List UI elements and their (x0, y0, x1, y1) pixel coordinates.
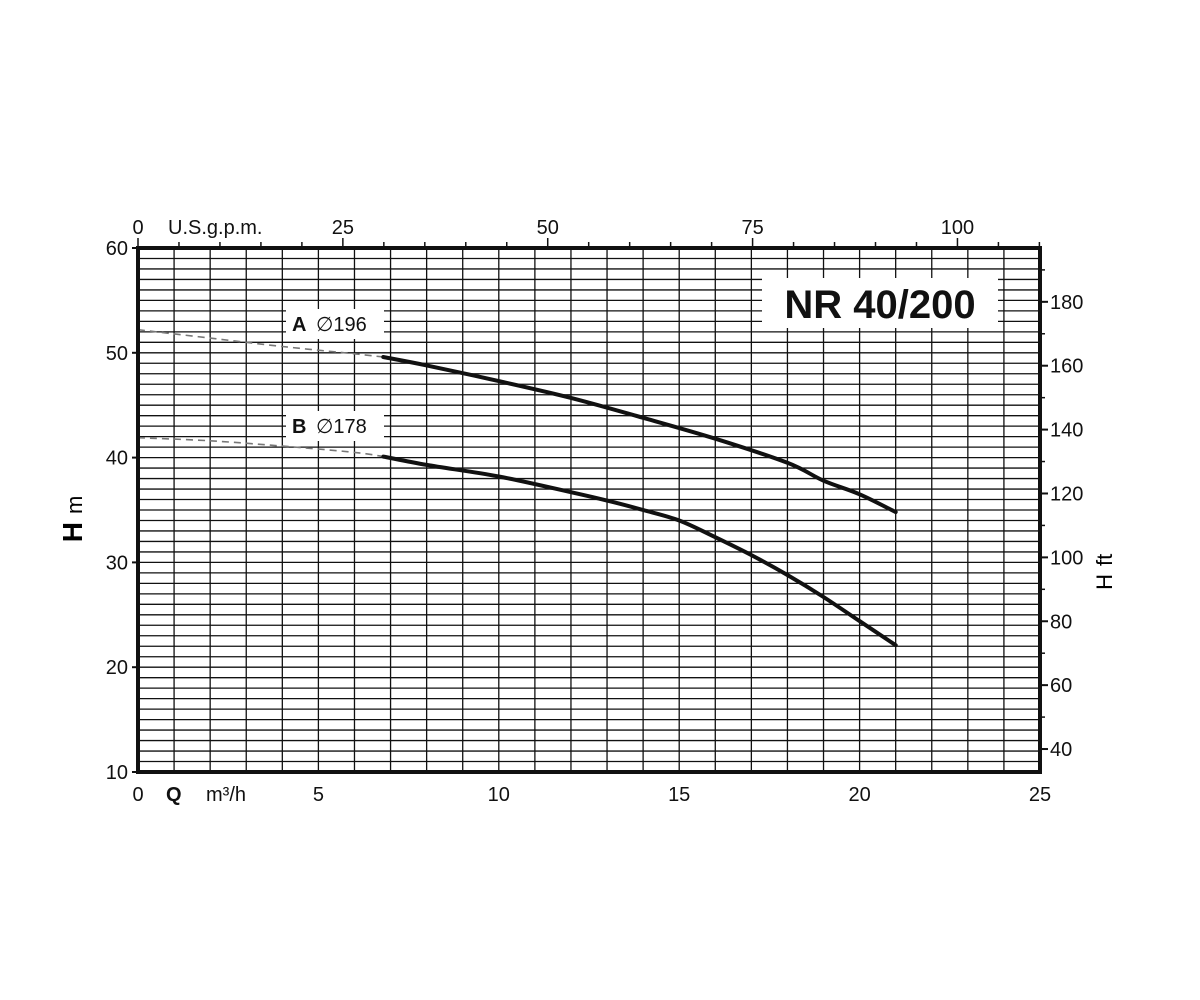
label-a-bg (286, 309, 384, 339)
series-b-extrapolated-line (137, 436, 384, 458)
series-b-diameter: ∅178 (316, 416, 367, 438)
x2-tick-label: 100 (941, 217, 974, 239)
x-tick-label: 15 (668, 784, 690, 806)
y2-tick-label: 40 (1050, 739, 1072, 761)
series-a-extrapolated-line (137, 328, 384, 358)
x-axis-symbol: Q (166, 784, 182, 806)
x-tick-label: 5 (313, 784, 324, 806)
x-tick-label: 10 (488, 784, 510, 806)
x2-axis-unit: U.S.g.p.m. (168, 217, 262, 239)
x-tick-label: 20 (848, 784, 870, 806)
y2-axis-unit: ft (1092, 554, 1117, 566)
series-a-diameter: ∅196 (316, 314, 367, 336)
y2-axis-title: H ft (1092, 554, 1117, 590)
y2-tick-label: 60 (1050, 675, 1072, 697)
y-tick-label: 40 (106, 448, 128, 470)
y-tick-label: 20 (106, 657, 128, 679)
series-b-line (381, 454, 898, 648)
label-b-bg (286, 411, 384, 441)
x-tick-label: 25 (1029, 784, 1051, 806)
y-axis-title: H m (57, 496, 88, 543)
y-tick-label: 60 (106, 238, 128, 260)
series-a-line (381, 355, 898, 515)
x-tick-label: 0 (132, 784, 143, 806)
y-tick-label: 30 (106, 552, 128, 574)
x2-tick-label: 75 (741, 217, 763, 239)
y2-tick-label: 140 (1050, 420, 1083, 442)
series-b-label: B (292, 416, 306, 438)
y2-tick-label: 180 (1050, 292, 1083, 314)
y-axis-unit: m (62, 496, 87, 514)
series-a-label: A (292, 314, 306, 336)
x2-tick-label: 25 (332, 217, 354, 239)
y2-tick-label: 80 (1050, 611, 1072, 633)
x-axis-unit: m³/h (206, 784, 246, 806)
x2-tick-label: 50 (537, 217, 559, 239)
y-tick-label: 50 (106, 343, 128, 365)
y-axis-symbol: H (57, 522, 88, 542)
x2-tick-label: 0 (132, 217, 143, 239)
y2-tick-label: 160 (1050, 356, 1083, 378)
y2-axis-symbol: H (1092, 574, 1117, 590)
y-tick-label: 10 (106, 762, 128, 784)
y2-tick-label: 120 (1050, 483, 1083, 505)
plot-frame (136, 246, 1042, 774)
chart-title: NR 40/200 (784, 283, 975, 327)
title-box (762, 278, 998, 328)
curves (137, 328, 898, 648)
y2-tick-label: 100 (1050, 547, 1083, 569)
